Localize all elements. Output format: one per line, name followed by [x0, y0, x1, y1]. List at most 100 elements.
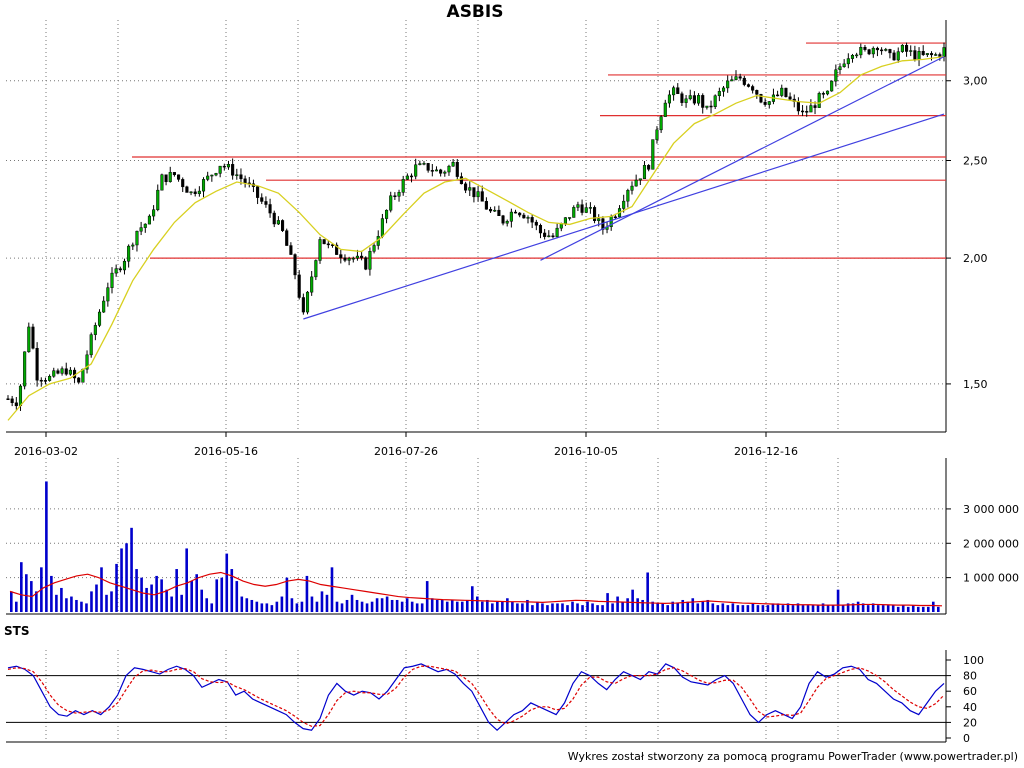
- candle-body: [89, 334, 93, 356]
- volume-bar: [230, 569, 234, 612]
- candle-body: [755, 90, 759, 95]
- volume-bar: [796, 603, 800, 612]
- candle-body: [56, 370, 60, 374]
- candle-body: [634, 179, 638, 187]
- candle-body: [135, 230, 139, 246]
- volume-bar: [696, 603, 700, 612]
- candle-body: [143, 223, 147, 228]
- volume-bar: [195, 574, 198, 612]
- volume-bar: [711, 603, 715, 612]
- candle-body: [131, 244, 135, 247]
- volume-bar: [586, 601, 589, 612]
- candle-body: [318, 239, 322, 261]
- volume-bar: [430, 598, 434, 612]
- candle-body: [297, 274, 301, 298]
- candle-body: [701, 95, 705, 108]
- volume-moving-average-line: [9, 571, 943, 607]
- volume-bar: [736, 605, 740, 612]
- candle-body: [597, 218, 601, 221]
- candle-body: [530, 217, 534, 223]
- volume-bar: [901, 605, 905, 612]
- candle-body: [543, 232, 547, 237]
- volume-bar: [345, 599, 349, 612]
- volume-bar: [275, 601, 279, 612]
- sts-y-tick-label: 0: [963, 732, 970, 745]
- candle-body: [776, 94, 780, 97]
- candle-body: [825, 90, 830, 95]
- candle-body: [168, 172, 172, 182]
- candle-body: [430, 170, 434, 172]
- candle-body: [434, 169, 439, 172]
- volume-bar: [140, 577, 143, 612]
- volume-bar: [90, 591, 93, 612]
- volume-bar: [120, 548, 123, 612]
- candle-body: [921, 51, 925, 55]
- candle-body: [784, 87, 788, 98]
- volume-bar: [415, 603, 419, 612]
- candle-body: [934, 54, 938, 56]
- volume-bar: [260, 603, 264, 612]
- volume-bar: [435, 599, 439, 612]
- candle-body: [201, 179, 206, 192]
- volume-bar: [776, 603, 780, 612]
- volume-bar: [541, 603, 544, 612]
- price-sma-line: [7, 55, 945, 421]
- candle-body: [222, 165, 226, 168]
- volume-bar: [210, 603, 214, 612]
- candle-body: [414, 164, 418, 177]
- volume-bar: [45, 481, 48, 612]
- candle-body: [43, 380, 47, 382]
- candle-body: [555, 227, 559, 238]
- volume-bar: [355, 599, 359, 612]
- volume-bar: [100, 567, 103, 612]
- candle-body: [734, 76, 738, 80]
- volume-bar: [491, 603, 494, 612]
- candle-body: [214, 173, 218, 176]
- volume-bar: [335, 601, 339, 612]
- candle-body: [705, 105, 709, 108]
- sts-y-tick-label: 40: [963, 701, 977, 714]
- candle-body: [751, 86, 755, 91]
- candle-body: [260, 197, 264, 202]
- volume-bar: [921, 606, 925, 612]
- volume-bar: [726, 605, 730, 612]
- volume-bar: [280, 596, 284, 612]
- volume-bar: [215, 579, 219, 612]
- volume-bar: [511, 601, 514, 612]
- candle-body: [805, 111, 809, 113]
- candle-body: [305, 291, 310, 313]
- candle-body: [526, 217, 530, 219]
- volume-bar: [310, 596, 314, 612]
- volume-bar: [50, 575, 53, 612]
- candle-body: [767, 101, 771, 105]
- candle-body: [909, 50, 913, 52]
- volume-bar: [746, 605, 750, 612]
- candle-body: [443, 171, 447, 174]
- candle-body: [409, 175, 414, 178]
- y-tick-label: 1,50: [963, 378, 988, 391]
- candle-body: [855, 54, 859, 57]
- sts-y-tick-label: 60: [963, 685, 977, 698]
- volume-bar: [761, 605, 765, 612]
- volume-bar: [75, 599, 78, 612]
- volume-bar: [290, 598, 294, 612]
- volume-bar: [516, 603, 519, 612]
- volume-bar: [145, 587, 148, 612]
- volume-bar: [531, 605, 534, 612]
- volume-bar: [566, 605, 569, 612]
- candle-body: [622, 200, 626, 209]
- candle-body: [10, 398, 14, 404]
- candle-body: [938, 54, 942, 57]
- volume-bar: [806, 605, 810, 612]
- candle-body: [796, 101, 800, 112]
- volume-bar: [80, 601, 83, 612]
- candle-body: [372, 245, 376, 252]
- volume-bar: [405, 598, 409, 612]
- candle-body: [489, 209, 493, 212]
- volume-bar: [681, 599, 685, 612]
- volume-bar: [200, 589, 204, 612]
- candle-body: [593, 207, 597, 221]
- candle-body: [31, 326, 35, 349]
- volume-bar: [631, 589, 634, 612]
- volume-bar: [676, 603, 680, 612]
